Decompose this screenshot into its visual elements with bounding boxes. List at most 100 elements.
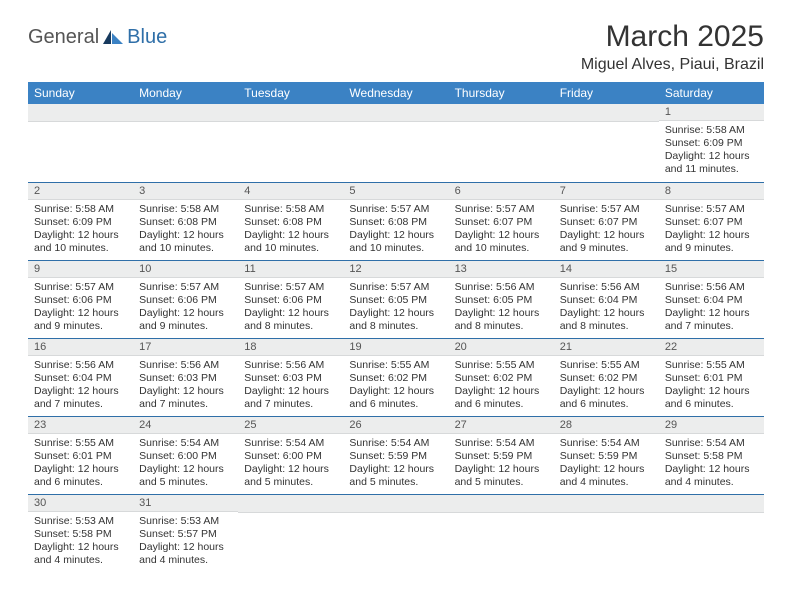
day-details: Sunrise: 5:54 AMSunset: 6:00 PMDaylight:… (238, 434, 343, 494)
day-number: 9 (28, 261, 133, 278)
day-header-row: Sunday Monday Tuesday Wednesday Thursday… (28, 82, 764, 104)
day-number: 31 (133, 495, 238, 512)
day-details: Sunrise: 5:57 AMSunset: 6:07 PMDaylight:… (449, 200, 554, 260)
day-number: 26 (343, 417, 448, 434)
day-number: 14 (554, 261, 659, 278)
day-details: Sunrise: 5:56 AMSunset: 6:04 PMDaylight:… (659, 278, 764, 338)
empty-day (343, 495, 448, 513)
calendar-cell: 18Sunrise: 5:56 AMSunset: 6:03 PMDayligh… (238, 338, 343, 416)
calendar-cell (554, 494, 659, 572)
calendar-cell: 26Sunrise: 5:54 AMSunset: 5:59 PMDayligh… (343, 416, 448, 494)
day-details: Sunrise: 5:54 AMSunset: 6:00 PMDaylight:… (133, 434, 238, 494)
calendar-cell: 4Sunrise: 5:58 AMSunset: 6:08 PMDaylight… (238, 182, 343, 260)
calendar-cell: 8Sunrise: 5:57 AMSunset: 6:07 PMDaylight… (659, 182, 764, 260)
calendar-cell: 30Sunrise: 5:53 AMSunset: 5:58 PMDayligh… (28, 494, 133, 572)
day-details: Sunrise: 5:54 AMSunset: 5:59 PMDaylight:… (343, 434, 448, 494)
brand-logo: General Blue (28, 20, 167, 49)
calendar-table: Sunday Monday Tuesday Wednesday Thursday… (28, 82, 764, 572)
empty-day (133, 104, 238, 122)
empty-day (449, 104, 554, 122)
calendar-cell: 3Sunrise: 5:58 AMSunset: 6:08 PMDaylight… (133, 182, 238, 260)
calendar-cell: 27Sunrise: 5:54 AMSunset: 5:59 PMDayligh… (449, 416, 554, 494)
day-number: 2 (28, 183, 133, 200)
empty-day (449, 495, 554, 513)
calendar-cell: 11Sunrise: 5:57 AMSunset: 6:06 PMDayligh… (238, 260, 343, 338)
day-details: Sunrise: 5:58 AMSunset: 6:08 PMDaylight:… (238, 200, 343, 260)
day-details: Sunrise: 5:54 AMSunset: 5:59 PMDaylight:… (554, 434, 659, 494)
day-number: 3 (133, 183, 238, 200)
calendar-cell (133, 104, 238, 182)
calendar-cell: 23Sunrise: 5:55 AMSunset: 6:01 PMDayligh… (28, 416, 133, 494)
calendar-week-row: 30Sunrise: 5:53 AMSunset: 5:58 PMDayligh… (28, 494, 764, 572)
day-number: 4 (238, 183, 343, 200)
month-title: March 2025 (581, 20, 764, 54)
calendar-cell: 31Sunrise: 5:53 AMSunset: 5:57 PMDayligh… (133, 494, 238, 572)
empty-day (659, 495, 764, 513)
day-details: Sunrise: 5:57 AMSunset: 6:08 PMDaylight:… (343, 200, 448, 260)
calendar-week-row: 9Sunrise: 5:57 AMSunset: 6:06 PMDaylight… (28, 260, 764, 338)
day-number: 19 (343, 339, 448, 356)
calendar-cell: 25Sunrise: 5:54 AMSunset: 6:00 PMDayligh… (238, 416, 343, 494)
calendar-cell: 17Sunrise: 5:56 AMSunset: 6:03 PMDayligh… (133, 338, 238, 416)
calendar-cell: 15Sunrise: 5:56 AMSunset: 6:04 PMDayligh… (659, 260, 764, 338)
day-details: Sunrise: 5:58 AMSunset: 6:09 PMDaylight:… (28, 200, 133, 260)
calendar-cell: 5Sunrise: 5:57 AMSunset: 6:08 PMDaylight… (343, 182, 448, 260)
calendar-cell: 6Sunrise: 5:57 AMSunset: 6:07 PMDaylight… (449, 182, 554, 260)
day-number: 12 (343, 261, 448, 278)
calendar-cell (449, 494, 554, 572)
calendar-cell: 12Sunrise: 5:57 AMSunset: 6:05 PMDayligh… (343, 260, 448, 338)
day-number: 25 (238, 417, 343, 434)
day-details: Sunrise: 5:56 AMSunset: 6:05 PMDaylight:… (449, 278, 554, 338)
day-details: Sunrise: 5:57 AMSunset: 6:07 PMDaylight:… (554, 200, 659, 260)
calendar-week-row: 23Sunrise: 5:55 AMSunset: 6:01 PMDayligh… (28, 416, 764, 494)
day-number: 24 (133, 417, 238, 434)
calendar-cell: 7Sunrise: 5:57 AMSunset: 6:07 PMDaylight… (554, 182, 659, 260)
empty-day (238, 104, 343, 122)
brand-part1: General (28, 26, 99, 49)
day-details: Sunrise: 5:58 AMSunset: 6:09 PMDaylight:… (659, 121, 764, 181)
calendar-cell: 29Sunrise: 5:54 AMSunset: 5:58 PMDayligh… (659, 416, 764, 494)
empty-day (554, 104, 659, 122)
day-number: 6 (449, 183, 554, 200)
day-details: Sunrise: 5:56 AMSunset: 6:03 PMDaylight:… (238, 356, 343, 416)
calendar-week-row: 16Sunrise: 5:56 AMSunset: 6:04 PMDayligh… (28, 338, 764, 416)
col-monday: Monday (133, 82, 238, 104)
sail-icon (103, 30, 125, 46)
empty-day (28, 104, 133, 122)
day-number: 11 (238, 261, 343, 278)
day-details: Sunrise: 5:58 AMSunset: 6:08 PMDaylight:… (133, 200, 238, 260)
day-number: 10 (133, 261, 238, 278)
calendar-cell: 13Sunrise: 5:56 AMSunset: 6:05 PMDayligh… (449, 260, 554, 338)
day-number: 1 (659, 104, 764, 121)
day-number: 5 (343, 183, 448, 200)
day-details: Sunrise: 5:53 AMSunset: 5:57 PMDaylight:… (133, 512, 238, 572)
day-details: Sunrise: 5:55 AMSunset: 6:02 PMDaylight:… (343, 356, 448, 416)
empty-day (343, 104, 448, 122)
col-tuesday: Tuesday (238, 82, 343, 104)
day-number: 18 (238, 339, 343, 356)
calendar-cell: 20Sunrise: 5:55 AMSunset: 6:02 PMDayligh… (449, 338, 554, 416)
day-details: Sunrise: 5:56 AMSunset: 6:03 PMDaylight:… (133, 356, 238, 416)
calendar-cell (238, 104, 343, 182)
calendar-cell: 22Sunrise: 5:55 AMSunset: 6:01 PMDayligh… (659, 338, 764, 416)
day-details: Sunrise: 5:57 AMSunset: 6:06 PMDaylight:… (133, 278, 238, 338)
col-sunday: Sunday (28, 82, 133, 104)
col-wednesday: Wednesday (343, 82, 448, 104)
day-number: 28 (554, 417, 659, 434)
day-details: Sunrise: 5:57 AMSunset: 6:06 PMDaylight:… (28, 278, 133, 338)
day-number: 30 (28, 495, 133, 512)
header: General Blue March 2025 Miguel Alves, Pi… (28, 20, 764, 74)
calendar-cell (238, 494, 343, 572)
calendar-cell: 16Sunrise: 5:56 AMSunset: 6:04 PMDayligh… (28, 338, 133, 416)
day-details: Sunrise: 5:56 AMSunset: 6:04 PMDaylight:… (28, 356, 133, 416)
day-number: 23 (28, 417, 133, 434)
calendar-cell (343, 104, 448, 182)
calendar-cell: 21Sunrise: 5:55 AMSunset: 6:02 PMDayligh… (554, 338, 659, 416)
day-details: Sunrise: 5:55 AMSunset: 6:01 PMDaylight:… (28, 434, 133, 494)
calendar-week-row: 2Sunrise: 5:58 AMSunset: 6:09 PMDaylight… (28, 182, 764, 260)
day-number: 7 (554, 183, 659, 200)
calendar-cell: 24Sunrise: 5:54 AMSunset: 6:00 PMDayligh… (133, 416, 238, 494)
empty-day (238, 495, 343, 513)
col-thursday: Thursday (449, 82, 554, 104)
brand-part2: Blue (127, 26, 167, 49)
